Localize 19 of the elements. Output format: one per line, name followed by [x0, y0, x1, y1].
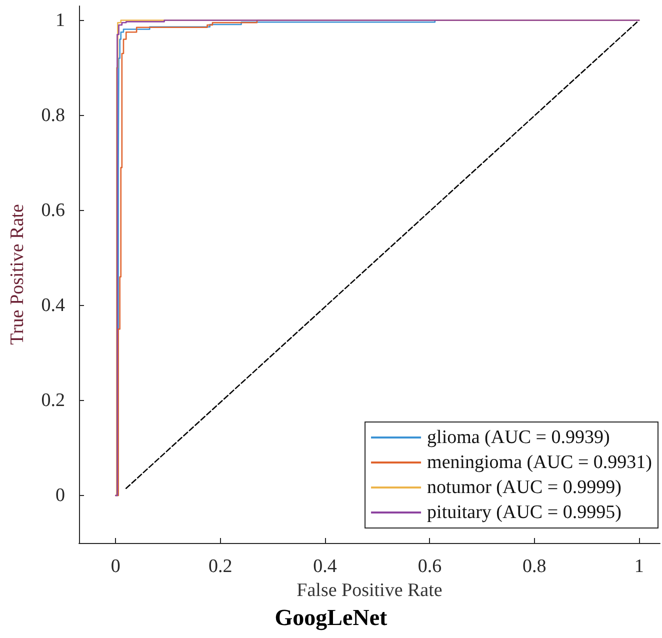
x-tick-label: 1	[634, 556, 644, 577]
y-axis-title: True Positive Rate	[7, 204, 28, 345]
text: GoogLeNet	[274, 605, 388, 631]
y-tick-label: 1	[56, 10, 65, 31]
y-tick-label: 0.2	[41, 390, 65, 411]
y-tick-label: 0.6	[41, 200, 65, 221]
y-tick-label: 0.8	[41, 104, 65, 126]
y-tick-label: 0.4	[41, 294, 66, 316]
legend-label: pituitary (AUC = 0.9995)	[427, 502, 622, 523]
y-tick-label: 0	[56, 484, 65, 506]
x-tick-label: 0.2	[208, 556, 232, 577]
x-axis-title: False Positive Rate	[296, 580, 442, 601]
legend-label: notumor (AUC = 0.9999)	[427, 477, 622, 498]
x-tick-label: 0.4	[313, 556, 338, 577]
x-tick-label: 0.6	[418, 556, 442, 577]
x-tick-label: 0	[110, 556, 120, 577]
x-tick-label: 0.8	[522, 556, 546, 577]
legend-label: glioma (AUC = 0.9939)	[427, 427, 610, 448]
legend-label: meningioma (AUC = 0.9931)	[427, 452, 652, 473]
